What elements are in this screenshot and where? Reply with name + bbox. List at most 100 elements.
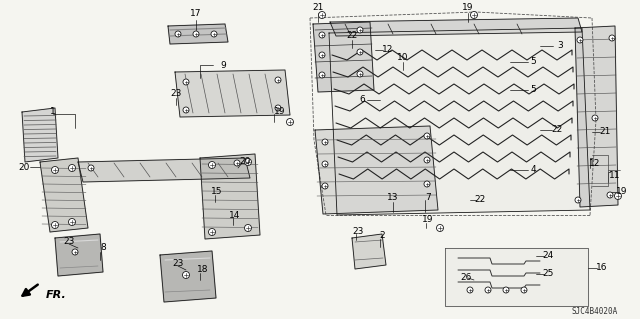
Text: 21: 21: [312, 4, 324, 12]
Text: 7: 7: [425, 194, 431, 203]
Text: 14: 14: [229, 211, 241, 219]
Text: 19: 19: [422, 216, 434, 225]
Polygon shape: [78, 158, 250, 182]
Text: 10: 10: [397, 54, 409, 63]
Circle shape: [322, 139, 328, 145]
Polygon shape: [200, 154, 260, 239]
Circle shape: [503, 287, 509, 293]
Text: 22: 22: [474, 196, 486, 204]
Circle shape: [319, 52, 325, 58]
Text: 5: 5: [530, 85, 536, 94]
Circle shape: [319, 72, 325, 78]
Circle shape: [322, 183, 328, 189]
Polygon shape: [168, 24, 228, 44]
Circle shape: [436, 225, 444, 232]
Circle shape: [357, 49, 363, 55]
Circle shape: [68, 165, 76, 172]
Text: 22: 22: [552, 125, 563, 135]
Circle shape: [357, 27, 363, 33]
Text: 5: 5: [530, 57, 536, 66]
Text: 6: 6: [359, 95, 365, 105]
Circle shape: [209, 161, 216, 168]
Circle shape: [275, 105, 281, 111]
Polygon shape: [40, 158, 88, 232]
Text: 13: 13: [387, 194, 399, 203]
Circle shape: [68, 219, 76, 226]
Circle shape: [244, 159, 252, 166]
Circle shape: [234, 160, 240, 166]
Circle shape: [209, 228, 216, 235]
Text: 23: 23: [170, 90, 182, 99]
Circle shape: [319, 11, 326, 19]
Circle shape: [575, 197, 581, 203]
Polygon shape: [55, 234, 103, 276]
Text: 1: 1: [50, 108, 56, 116]
Text: 24: 24: [542, 251, 554, 261]
Circle shape: [424, 157, 430, 163]
Text: 16: 16: [596, 263, 608, 272]
Polygon shape: [575, 26, 618, 207]
Text: 9: 9: [220, 61, 226, 70]
Text: 20: 20: [239, 158, 251, 167]
Polygon shape: [315, 126, 438, 214]
Text: 8: 8: [100, 243, 106, 253]
Text: 3: 3: [557, 41, 563, 50]
Text: 18: 18: [197, 265, 209, 275]
Text: 25: 25: [542, 270, 554, 278]
Circle shape: [592, 115, 598, 121]
Text: 26: 26: [460, 273, 472, 283]
Text: 23: 23: [352, 227, 364, 236]
Circle shape: [72, 249, 78, 255]
Polygon shape: [22, 108, 58, 162]
Text: 2: 2: [379, 232, 385, 241]
Circle shape: [424, 133, 430, 139]
Circle shape: [183, 79, 189, 85]
Circle shape: [182, 271, 189, 278]
Circle shape: [607, 192, 613, 198]
Polygon shape: [330, 18, 582, 36]
Text: 4: 4: [530, 166, 536, 174]
Text: 15: 15: [211, 188, 223, 197]
Circle shape: [51, 167, 58, 174]
Circle shape: [287, 118, 294, 125]
Circle shape: [485, 287, 491, 293]
Text: 11: 11: [609, 172, 621, 181]
Circle shape: [470, 11, 477, 19]
Text: SJC4B4020A: SJC4B4020A: [572, 308, 618, 316]
Polygon shape: [175, 70, 290, 117]
Circle shape: [193, 31, 199, 37]
Text: 22: 22: [346, 32, 358, 41]
Circle shape: [357, 71, 363, 77]
Text: FR.: FR.: [46, 290, 67, 300]
Text: 17: 17: [190, 10, 202, 19]
Circle shape: [322, 161, 328, 167]
Circle shape: [319, 32, 325, 38]
Circle shape: [183, 107, 189, 113]
Polygon shape: [352, 234, 386, 269]
Circle shape: [609, 35, 615, 41]
Polygon shape: [160, 251, 216, 302]
Text: 19: 19: [275, 108, 285, 116]
Circle shape: [614, 192, 621, 199]
Text: 19: 19: [462, 4, 474, 12]
Circle shape: [424, 181, 430, 187]
Text: 20: 20: [19, 162, 29, 172]
Circle shape: [467, 287, 473, 293]
Circle shape: [521, 287, 527, 293]
Text: 19: 19: [616, 188, 628, 197]
Circle shape: [211, 31, 217, 37]
Text: 23: 23: [63, 238, 75, 247]
Circle shape: [244, 225, 252, 232]
Text: 12: 12: [589, 159, 601, 167]
Circle shape: [88, 165, 94, 171]
Text: 12: 12: [382, 46, 394, 55]
Polygon shape: [329, 28, 590, 215]
Polygon shape: [313, 22, 374, 92]
Circle shape: [175, 31, 181, 37]
Polygon shape: [445, 248, 588, 306]
Circle shape: [577, 37, 583, 43]
Text: 21: 21: [599, 128, 611, 137]
Circle shape: [51, 221, 58, 228]
Circle shape: [275, 77, 281, 83]
Text: 23: 23: [172, 259, 184, 269]
